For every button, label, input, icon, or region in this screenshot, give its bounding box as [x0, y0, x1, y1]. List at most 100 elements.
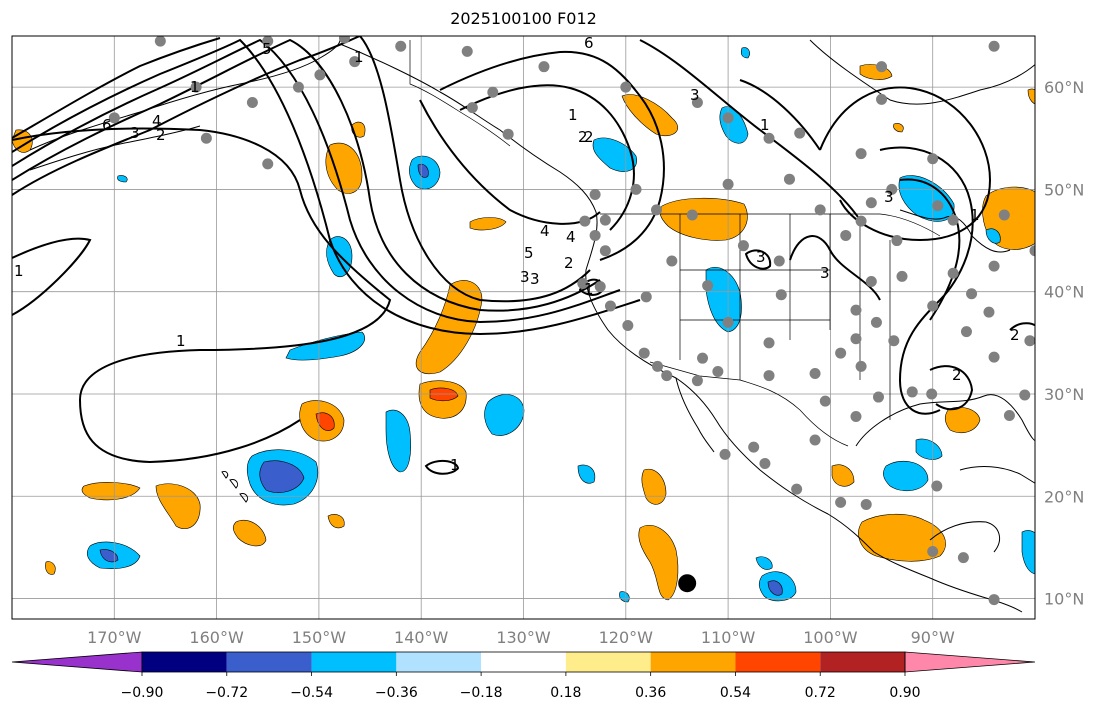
- coastline-great-lakes: [899, 209, 1011, 253]
- station-dot: [666, 255, 678, 267]
- coastline-alaska: [29, 39, 341, 151]
- lat-tick-label: 30°N: [1044, 385, 1084, 404]
- colorbar-tick-label: 0.18: [550, 685, 581, 701]
- station-dot: [691, 375, 703, 387]
- anomaly-blob: [858, 513, 946, 562]
- lon-tick-label: 160°W: [189, 628, 244, 647]
- anomaly-blob: [117, 175, 128, 183]
- station-dot: [773, 255, 785, 267]
- colorbar-tick-label: −0.90: [121, 685, 164, 701]
- contour-2: [12, 36, 591, 303]
- station-dot: [262, 158, 274, 170]
- anomaly-blob: [755, 556, 773, 570]
- contour-east-2: [899, 178, 961, 321]
- anomaly-blob: [415, 280, 483, 374]
- station-dot: [759, 458, 771, 470]
- contour-label: 2: [584, 128, 594, 146]
- colorbar-tick-label: 0.90: [889, 685, 920, 701]
- contour-gulf-2: [929, 365, 974, 411]
- colorbar-tick-label: 0.36: [635, 685, 666, 701]
- anomaly-blob: [45, 561, 56, 575]
- station-dot: [850, 333, 862, 345]
- anomaly-blob: [469, 217, 507, 231]
- border-alaska-canada: [409, 40, 511, 147]
- anomaly-blob: [659, 197, 748, 241]
- anomaly-blob: [1027, 88, 1035, 105]
- station-dot: [932, 200, 944, 212]
- anomaly-blob: [621, 94, 678, 137]
- colorbar-extend-max: [904, 651, 1036, 673]
- station-dot: [855, 148, 867, 160]
- station-dot: [292, 81, 304, 93]
- station-dot: [988, 594, 1000, 606]
- contour-label: 5: [262, 40, 272, 58]
- contour-labels: 5 6 1 4 3 2 6 4 3 2 1 1 2 3 4 5 1 2 3 1 …: [14, 34, 1020, 474]
- anomaly-blob: [767, 580, 783, 596]
- lon-tick-label: 170°W: [87, 628, 142, 647]
- station-dot: [712, 365, 724, 377]
- station-dot: [988, 351, 1000, 363]
- station-dot: [461, 45, 473, 57]
- gridlines: [12, 36, 1035, 619]
- contour-label: 6: [102, 116, 112, 134]
- station-dot: [763, 337, 775, 349]
- lat-tick-label: 10°N: [1044, 590, 1084, 609]
- station-dot: [947, 267, 959, 279]
- station-dot: [840, 229, 852, 241]
- anomaly-fills: [12, 47, 1035, 603]
- station-dot: [850, 304, 862, 316]
- anomaly-blob: [327, 514, 345, 529]
- lon-tick-label: 130°W: [496, 628, 551, 647]
- station-dot: [1019, 389, 1031, 401]
- contour-label: 3: [520, 268, 530, 286]
- colorbar-segment: [226, 652, 312, 672]
- station-dot: [719, 448, 731, 460]
- station-dot: [622, 319, 634, 331]
- contour-1-small: [424, 460, 460, 475]
- anomaly-blob: [641, 468, 667, 505]
- contour-label: 2: [578, 128, 588, 146]
- station-dot: [691, 96, 703, 108]
- station-dot: [604, 300, 616, 312]
- station-markers: [108, 36, 1035, 606]
- station-dot: [927, 300, 939, 312]
- contour-label: 1: [450, 456, 460, 474]
- map-title: 2025100100 F012: [450, 9, 597, 28]
- map-frame: [11, 35, 1036, 620]
- station-dot: [722, 178, 734, 190]
- contour-canada-1: [639, 39, 861, 221]
- station-dot: [998, 209, 1010, 221]
- station-dot: [775, 289, 787, 301]
- contour-1-pacific-big: [12, 127, 392, 464]
- lat-tick-label: 60°N: [1044, 78, 1084, 97]
- station-dot: [891, 235, 903, 247]
- anomaly-blob: [705, 266, 742, 333]
- contour-label: 1: [190, 78, 200, 96]
- country-borders: [409, 40, 941, 447]
- station-dot: [988, 40, 1000, 52]
- contour-label: 1: [354, 48, 364, 66]
- contour-label: 2: [952, 366, 962, 384]
- colorbar-segment: [396, 652, 482, 672]
- station-dot: [988, 260, 1000, 272]
- contour-alaska-ridge: [419, 99, 601, 225]
- anomaly-blob: [944, 407, 981, 433]
- latitude-tick-labels: 60°N 50°N 40°N 30°N 20°N 10°N: [1044, 78, 1084, 608]
- anomaly-blob: [259, 460, 305, 493]
- station-dot: [947, 214, 959, 226]
- station-dot: [652, 360, 664, 372]
- lon-tick-label: 120°W: [599, 628, 654, 647]
- station-dot: [599, 214, 611, 226]
- anomaly-blob: [985, 228, 1001, 244]
- anomaly-blob: [619, 591, 630, 603]
- station-dot: [200, 132, 212, 144]
- station-dot: [487, 86, 499, 98]
- station-dot: [870, 316, 882, 328]
- contour-label: 3: [884, 188, 894, 206]
- contour-label: 4: [540, 222, 550, 240]
- anomaly-blob: [155, 483, 201, 530]
- colorbar-tick-label: −0.72: [205, 685, 248, 701]
- station-dot: [876, 93, 888, 105]
- station-dot: [957, 552, 969, 564]
